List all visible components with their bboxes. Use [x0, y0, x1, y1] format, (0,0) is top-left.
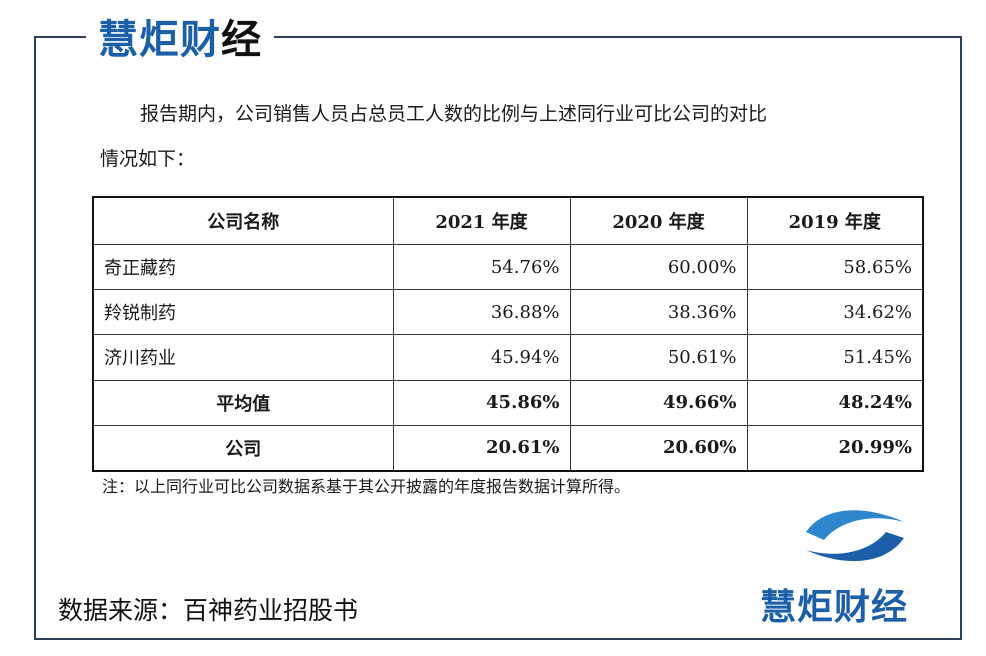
company-name-cell: 奇正藏药	[92, 243, 394, 291]
value-cell: 51.45%	[746, 334, 924, 381]
table-row: 济川药业 45.94% 50.61% 51.45%	[92, 334, 924, 381]
value-cell: 48.24%	[746, 379, 924, 426]
company-label-cell: 公司	[92, 424, 394, 472]
value-cell: 50.61%	[569, 334, 748, 381]
value-cell: 20.60%	[569, 424, 748, 472]
table-header-row: 公司名称 2021 年度 2020 年度 2019 年度	[92, 196, 924, 245]
company-name-cell: 济川药业	[92, 334, 394, 381]
value-cell: 20.61%	[392, 424, 571, 472]
table-footnote: 注：以上同行业可比公司数据系基于其公开披露的年度报告数据计算所得。	[102, 477, 631, 496]
company-row: 公司 20.61% 20.60% 20.99%	[92, 424, 924, 472]
company-name-cell: 羚锐制药	[92, 289, 394, 336]
value-cell: 45.86%	[392, 379, 571, 426]
value-cell: 38.36%	[569, 289, 748, 336]
intro-line-1-text: 报告期内，公司销售人员占总员工人数的比例与上述同行业可比公司的对比	[140, 103, 768, 125]
value-cell: 54.76%	[392, 243, 571, 291]
sales-staff-ratio-table: 公司名称 2021 年度 2020 年度 2019 年度 奇正藏药 54.76%…	[92, 196, 924, 472]
content-frame	[34, 36, 962, 640]
data-source-caption: 数据来源：百神药业招股书	[58, 596, 359, 625]
column-header: 2019 年度	[746, 196, 924, 245]
header-logo-main: 慧炬财	[98, 17, 221, 63]
column-header: 公司名称	[92, 196, 394, 245]
intro-line-1: 报告期内，公司销售人员占总员工人数的比例与上述同行业可比公司的对比	[100, 92, 920, 137]
average-label-cell: 平均值	[92, 379, 394, 426]
footer-logo-text: 慧炬财经	[760, 587, 909, 628]
brand-logo-icon	[806, 510, 904, 562]
column-header: 2021 年度	[392, 196, 571, 245]
table-row: 奇正藏药 54.76% 60.00% 58.65%	[92, 243, 924, 291]
value-cell: 49.66%	[569, 379, 748, 426]
value-cell: 20.99%	[746, 424, 924, 472]
value-cell: 45.94%	[392, 334, 571, 381]
value-cell: 60.00%	[569, 243, 748, 291]
intro-paragraph: 报告期内，公司销售人员占总员工人数的比例与上述同行业可比公司的对比 情况如下：	[100, 92, 920, 182]
value-cell: 36.88%	[392, 289, 571, 336]
intro-line-2: 情况如下：	[100, 148, 196, 170]
value-cell: 34.62%	[746, 289, 924, 336]
value-cell: 58.65%	[746, 243, 924, 291]
header-logo: 慧炬财经	[86, 8, 274, 64]
average-row: 平均值 45.86% 49.66% 48.24%	[92, 379, 924, 426]
header-logo-accent: 经	[221, 17, 262, 63]
table-row: 羚锐制药 36.88% 38.36% 34.62%	[92, 289, 924, 336]
column-header: 2020 年度	[569, 196, 748, 245]
